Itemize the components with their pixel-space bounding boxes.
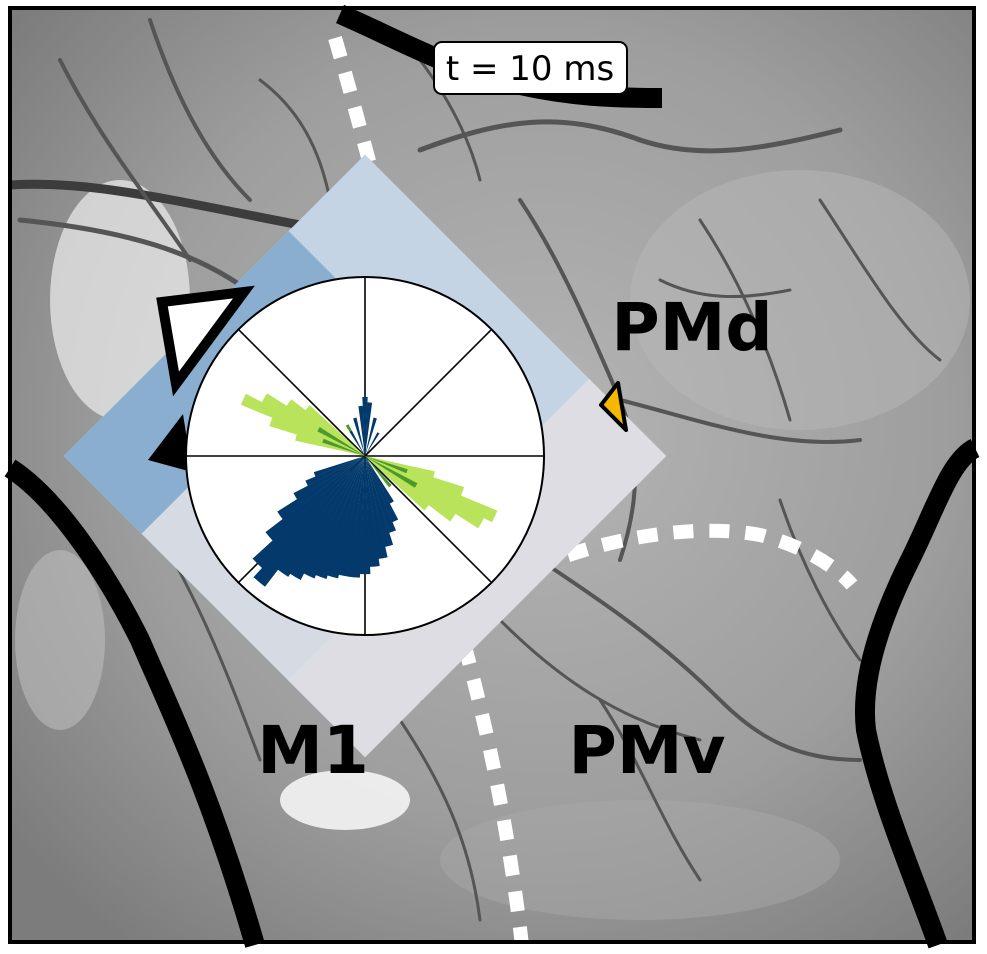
figure-frame: [8, 6, 976, 944]
polar-bar-s2-20: [365, 456, 394, 504]
region-label-m1: M1: [257, 712, 369, 789]
polar-bar-s2-4: [303, 456, 365, 579]
polar-outline: [185, 276, 545, 636]
polar-bar-s2-17: [313, 456, 365, 477]
orange-triangle-marker: [599, 381, 628, 432]
polar-bar-s2-14: [277, 456, 365, 520]
polar-bar-s0-0: [240, 393, 365, 456]
polar-bar-s0-8: [365, 456, 456, 522]
polar-bar-s2-16: [305, 456, 365, 486]
polar-bar-s2-12: [365, 456, 394, 547]
polar-spoke-45: [364, 328, 493, 457]
polar-bars: [240, 393, 498, 587]
polar-bar-s1-1: [322, 438, 365, 456]
polar-bar-s2-7: [338, 456, 365, 577]
polar-bar-s0-2: [286, 399, 365, 456]
polar-bar-s0-5: [295, 434, 365, 456]
polar-bar-s2-0: [253, 456, 365, 587]
polar-bar-s2-19: [365, 456, 399, 523]
central-sulcus-line: [4, 459, 265, 948]
polar-bar-s2-11: [365, 456, 388, 559]
polar-bar-s2-6: [327, 456, 365, 579]
polar-bar-s2-26: [365, 432, 380, 456]
white-triangle-marker: [156, 285, 255, 397]
polar-bar-s2-5: [315, 456, 365, 579]
polar-bar-s1-5: [365, 456, 392, 488]
polar-bar-s2-2: [277, 456, 365, 577]
polar-bar-s2-15: [293, 456, 365, 500]
region-label-pmv: PMv: [568, 712, 725, 789]
polar-histogram: [185, 276, 545, 636]
polar-bar-s2-18: [365, 456, 396, 533]
polar-bar-s0-6: [365, 456, 498, 523]
region-label-pmd: PMd: [611, 289, 772, 366]
polar-bar-s0-11: [365, 456, 435, 478]
polar-bar-s0-10: [365, 456, 429, 511]
polar-spoke-315: [364, 455, 493, 584]
polar-bar-s2-13: [265, 456, 365, 541]
polar-bar-s2-25: [353, 417, 365, 456]
polar-bar-s2-24: [365, 417, 377, 456]
time-label-box: t = 10 ms: [433, 41, 628, 95]
black-marker: [148, 414, 192, 472]
polar-bar-s2-3: [289, 456, 365, 580]
polar-bar-s2-23: [358, 405, 365, 456]
polar-bar-s2-22: [365, 402, 373, 456]
polar-bar-s1-3: [365, 456, 418, 488]
lateral-sulcus-line: [854, 438, 981, 949]
polar-bar-s1-4: [365, 456, 408, 474]
polar-bar-s0-4: [305, 405, 365, 456]
polar-bar-s2-27: [349, 430, 365, 456]
polar-bar-s2-1: [252, 456, 365, 569]
time-label: t = 10 ms: [446, 49, 614, 89]
polar-bar-s2-21: [362, 396, 368, 456]
polar-spoke-135: [237, 328, 366, 457]
polar-bar-s2-9: [359, 456, 371, 575]
polar-bar-s1-0: [317, 427, 365, 456]
